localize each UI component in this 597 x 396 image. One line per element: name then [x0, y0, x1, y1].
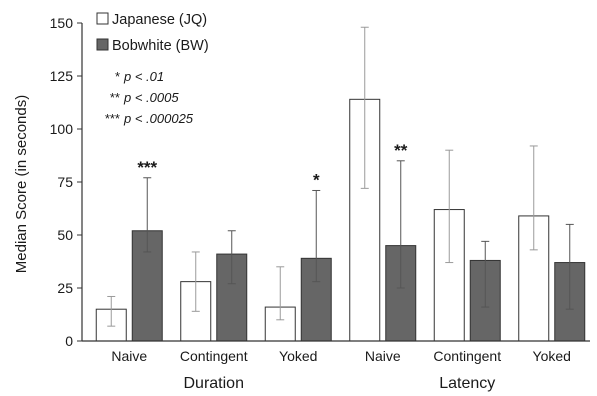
- axes: [81, 23, 590, 342]
- legend: Japanese (JQ) Bobwhite (BW): [96, 12, 209, 54]
- x-category-label: Contingent: [433, 348, 501, 364]
- y-axis-ticks: 0 25 50 75 100 125 150: [50, 15, 82, 349]
- y-tick-label: 75: [57, 174, 73, 190]
- significance-marker: **: [394, 141, 408, 160]
- y-tick-label: 125: [50, 68, 74, 84]
- legend-label: Bobwhite (BW): [112, 38, 209, 54]
- y-tick-label: 25: [57, 280, 73, 296]
- x-category-label: Contingent: [180, 348, 248, 364]
- legend-swatch: [96, 38, 109, 51]
- bar-bobwhite: [131, 230, 163, 342]
- y-tick-label: 100: [50, 121, 74, 137]
- group-label: Latency: [439, 375, 495, 392]
- group-label: Duration: [184, 375, 244, 392]
- x-axis-labels: Naive Contingent Yoked Naive Contingent Yoked: [111, 348, 571, 364]
- x-category-label: Yoked: [533, 348, 571, 364]
- error-bars: [107, 26, 574, 327]
- significance-markers: ******: [137, 141, 407, 190]
- significance-key-text: p < .01: [123, 69, 164, 84]
- legend-swatch: [96, 12, 109, 25]
- significance-key-text: p < .0005: [123, 90, 179, 105]
- y-axis-label: Median Score (in seconds): [13, 95, 30, 273]
- significance-key: * p < .01** p < .0005*** p < .000025: [105, 69, 194, 126]
- bars: [95, 98, 586, 342]
- significance-key-stars: ***: [105, 111, 120, 126]
- significance-marker: ***: [137, 158, 157, 177]
- x-category-label: Naive: [365, 348, 401, 364]
- bar-bobwhite: [216, 253, 248, 342]
- significance-key-stars: **: [110, 90, 120, 105]
- y-tick-label: 150: [50, 15, 74, 31]
- significance-key-text: p < .000025: [123, 111, 194, 126]
- x-category-label: Naive: [111, 348, 147, 364]
- significance-marker: *: [313, 170, 320, 189]
- significance-key-stars: *: [115, 69, 120, 84]
- y-tick-label: 50: [57, 227, 73, 243]
- y-tick-label: 0: [65, 333, 73, 349]
- x-category-label: Yoked: [279, 348, 317, 364]
- legend-label: Japanese (JQ): [112, 12, 207, 28]
- group-labels: Duration Latency: [184, 375, 496, 392]
